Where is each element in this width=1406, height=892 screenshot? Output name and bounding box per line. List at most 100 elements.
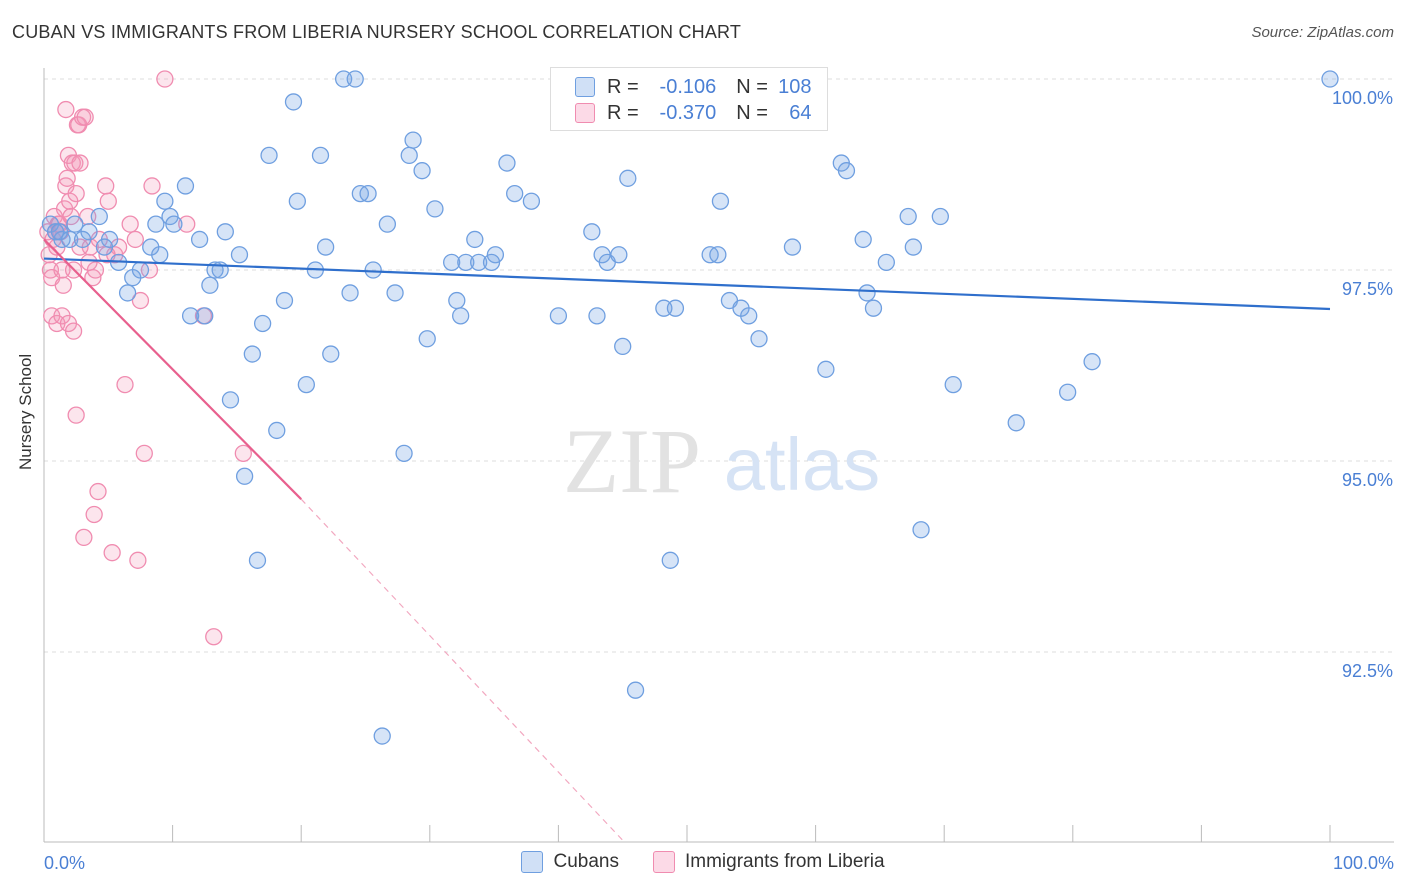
y-tick-label: 100.0% xyxy=(1332,88,1393,108)
legend-item-liberia[interactable]: Immigrants from Liberia xyxy=(652,851,885,873)
liberia-point xyxy=(58,169,76,187)
liberia-point xyxy=(66,154,84,172)
liberia-point xyxy=(205,628,223,646)
cubans-point xyxy=(66,215,84,233)
cubans-point xyxy=(610,246,628,264)
cubans-point xyxy=(196,307,214,325)
liberia-point xyxy=(71,154,89,172)
liberia-point xyxy=(97,177,115,195)
legend: Cubans Immigrants from Liberia xyxy=(0,851,1406,873)
cubans-point xyxy=(216,223,234,241)
liberia-point xyxy=(143,177,161,195)
cubans-point xyxy=(1083,353,1101,371)
cubans-point xyxy=(482,253,501,272)
y-tick-label: 92.5% xyxy=(1342,661,1393,681)
cubans-point xyxy=(176,177,195,195)
liberia-point xyxy=(67,406,85,424)
cubans-point xyxy=(626,681,645,699)
cubans-point xyxy=(268,421,286,440)
cubans-point xyxy=(783,238,802,256)
cubans-point xyxy=(899,207,917,226)
cubans-point xyxy=(190,230,209,249)
y-axis-title: Nursery School xyxy=(16,353,35,470)
liberia-point xyxy=(99,192,117,210)
liberia-point xyxy=(80,253,98,272)
cubans-point xyxy=(73,230,92,249)
cubans-point xyxy=(858,284,876,302)
cubans-point xyxy=(359,184,377,203)
cubans-point xyxy=(470,253,488,272)
liberia-r-label: R = xyxy=(607,101,639,124)
cubans-n-label: N = xyxy=(736,75,768,98)
cubans-point xyxy=(373,727,391,745)
cubans-point xyxy=(452,307,470,325)
cubans-point xyxy=(284,93,303,111)
cubans-point xyxy=(443,253,461,272)
source-label: Source: ZipAtlas.com xyxy=(1251,24,1394,41)
cubans-point xyxy=(1059,383,1077,401)
x-tick-label-min: 0.0% xyxy=(44,853,86,873)
trend-lines xyxy=(43,238,1331,844)
cubans-point xyxy=(904,238,922,256)
cubans-swatch xyxy=(575,77,595,97)
liberia-r-value: -0.370 xyxy=(659,101,717,124)
cubans-r-label: R = xyxy=(607,75,639,98)
liberia-point xyxy=(76,108,94,126)
cubans-point xyxy=(400,146,418,165)
cubans-r-value: -0.106 xyxy=(659,75,717,98)
y-tick-label: 97.5% xyxy=(1342,279,1393,299)
liberia-swatch xyxy=(575,103,595,123)
stats-row-cubans: R = -0.106 N = 108 xyxy=(575,74,812,100)
legend-item-cubans[interactable]: Cubans xyxy=(521,851,619,873)
cubans-point xyxy=(448,291,466,310)
cubans-point xyxy=(549,307,568,325)
cubans-point xyxy=(364,261,382,279)
cubans-point xyxy=(230,246,249,264)
legend-label-cubans: Cubans xyxy=(553,851,619,872)
liberia-point xyxy=(234,444,252,463)
cubans-point xyxy=(944,375,962,394)
cubans-point xyxy=(817,360,835,378)
cubans-point xyxy=(931,207,949,226)
cubans-point xyxy=(311,146,330,165)
cubans-point xyxy=(854,230,872,249)
cubans-point xyxy=(1007,414,1025,432)
liberia-point xyxy=(75,528,93,547)
cubans-point xyxy=(253,314,272,333)
liberia-point xyxy=(89,482,107,501)
liberia-point xyxy=(121,215,139,233)
liberia-point xyxy=(135,444,153,463)
cubans-point xyxy=(666,299,685,317)
cubans-point xyxy=(131,261,150,279)
cubans-point xyxy=(341,284,359,302)
cubans-point xyxy=(90,207,108,226)
y-tick-label: 95.0% xyxy=(1342,470,1393,490)
liberia-point xyxy=(131,291,150,310)
cubans-point xyxy=(614,337,632,356)
cubans-point xyxy=(1321,70,1339,88)
stats-row-liberia: R = -0.370 N = 64 xyxy=(575,100,812,126)
cubans-point xyxy=(837,162,856,180)
cubans-point xyxy=(378,215,397,233)
liberia-trend-line xyxy=(43,238,302,500)
cubans-point xyxy=(181,307,200,325)
stats-box: R = -0.106 N = 108 R = -0.370 N = 64 xyxy=(550,67,828,131)
legend-swatch-cubans xyxy=(521,851,544,873)
cubans-point xyxy=(466,230,484,249)
liberia-n-label: N = xyxy=(736,101,768,124)
cubans-point xyxy=(147,215,165,233)
cubans-point xyxy=(386,284,404,302)
cubans-point xyxy=(248,551,267,569)
watermark: ZIP atlas xyxy=(563,410,880,512)
cubans-point xyxy=(297,375,315,394)
cubans-point xyxy=(221,391,240,409)
cubans-point xyxy=(260,146,278,165)
cubans-point xyxy=(750,330,768,348)
cubans-point xyxy=(522,192,541,210)
liberia-point xyxy=(178,215,196,233)
cubans-point xyxy=(395,444,413,463)
cubans-point xyxy=(912,521,930,539)
grid-lines xyxy=(44,78,1394,653)
legend-swatch-liberia xyxy=(652,851,675,873)
